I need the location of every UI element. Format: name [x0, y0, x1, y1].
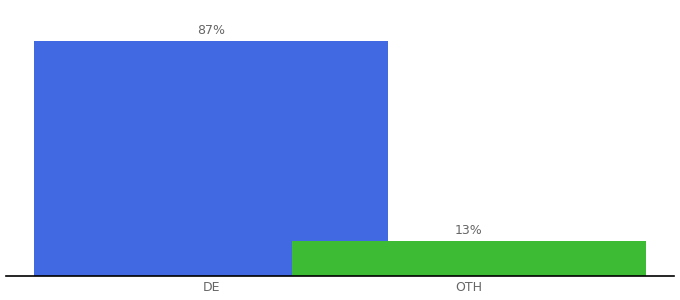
Text: 87%: 87%: [197, 24, 225, 37]
Bar: [292, 241, 645, 276]
Text: 13%: 13%: [455, 224, 483, 237]
Bar: [35, 41, 388, 276]
